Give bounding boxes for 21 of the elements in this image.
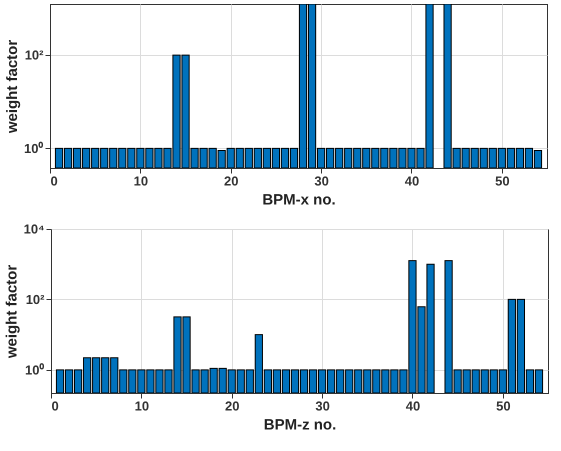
y-tick-label: 10² <box>24 48 44 63</box>
x-tick-label: 50 <box>495 174 510 188</box>
x-tick-label: 40 <box>406 398 420 414</box>
x-tick-label: 10 <box>134 174 148 188</box>
y-tick-label: 10⁰ <box>25 362 44 378</box>
x-tick-label: 40 <box>404 174 420 188</box>
x-tick-label: 30 <box>314 174 329 188</box>
x-tick-label: 20 <box>224 398 240 414</box>
x-axis-title: BPM-z no. <box>264 416 336 434</box>
y-tick-label: 10⁰ <box>24 140 44 156</box>
x-tick-label: 0 <box>50 174 58 188</box>
y-tick-label: 10² <box>26 292 46 307</box>
y-axis-title: weight factor <box>4 40 22 134</box>
x-tick-label: 10 <box>134 398 150 414</box>
x-tick-label: 0 <box>52 398 59 414</box>
x-tick-label: 20 <box>224 174 238 188</box>
x-axis-title: BPM-x no. <box>262 192 336 208</box>
y-tick-label: 10⁴ <box>24 222 44 236</box>
x-tick-label: 30 <box>315 398 330 414</box>
x-tick-label: 50 <box>496 398 511 414</box>
y-axis-title: weight factor <box>4 264 21 360</box>
